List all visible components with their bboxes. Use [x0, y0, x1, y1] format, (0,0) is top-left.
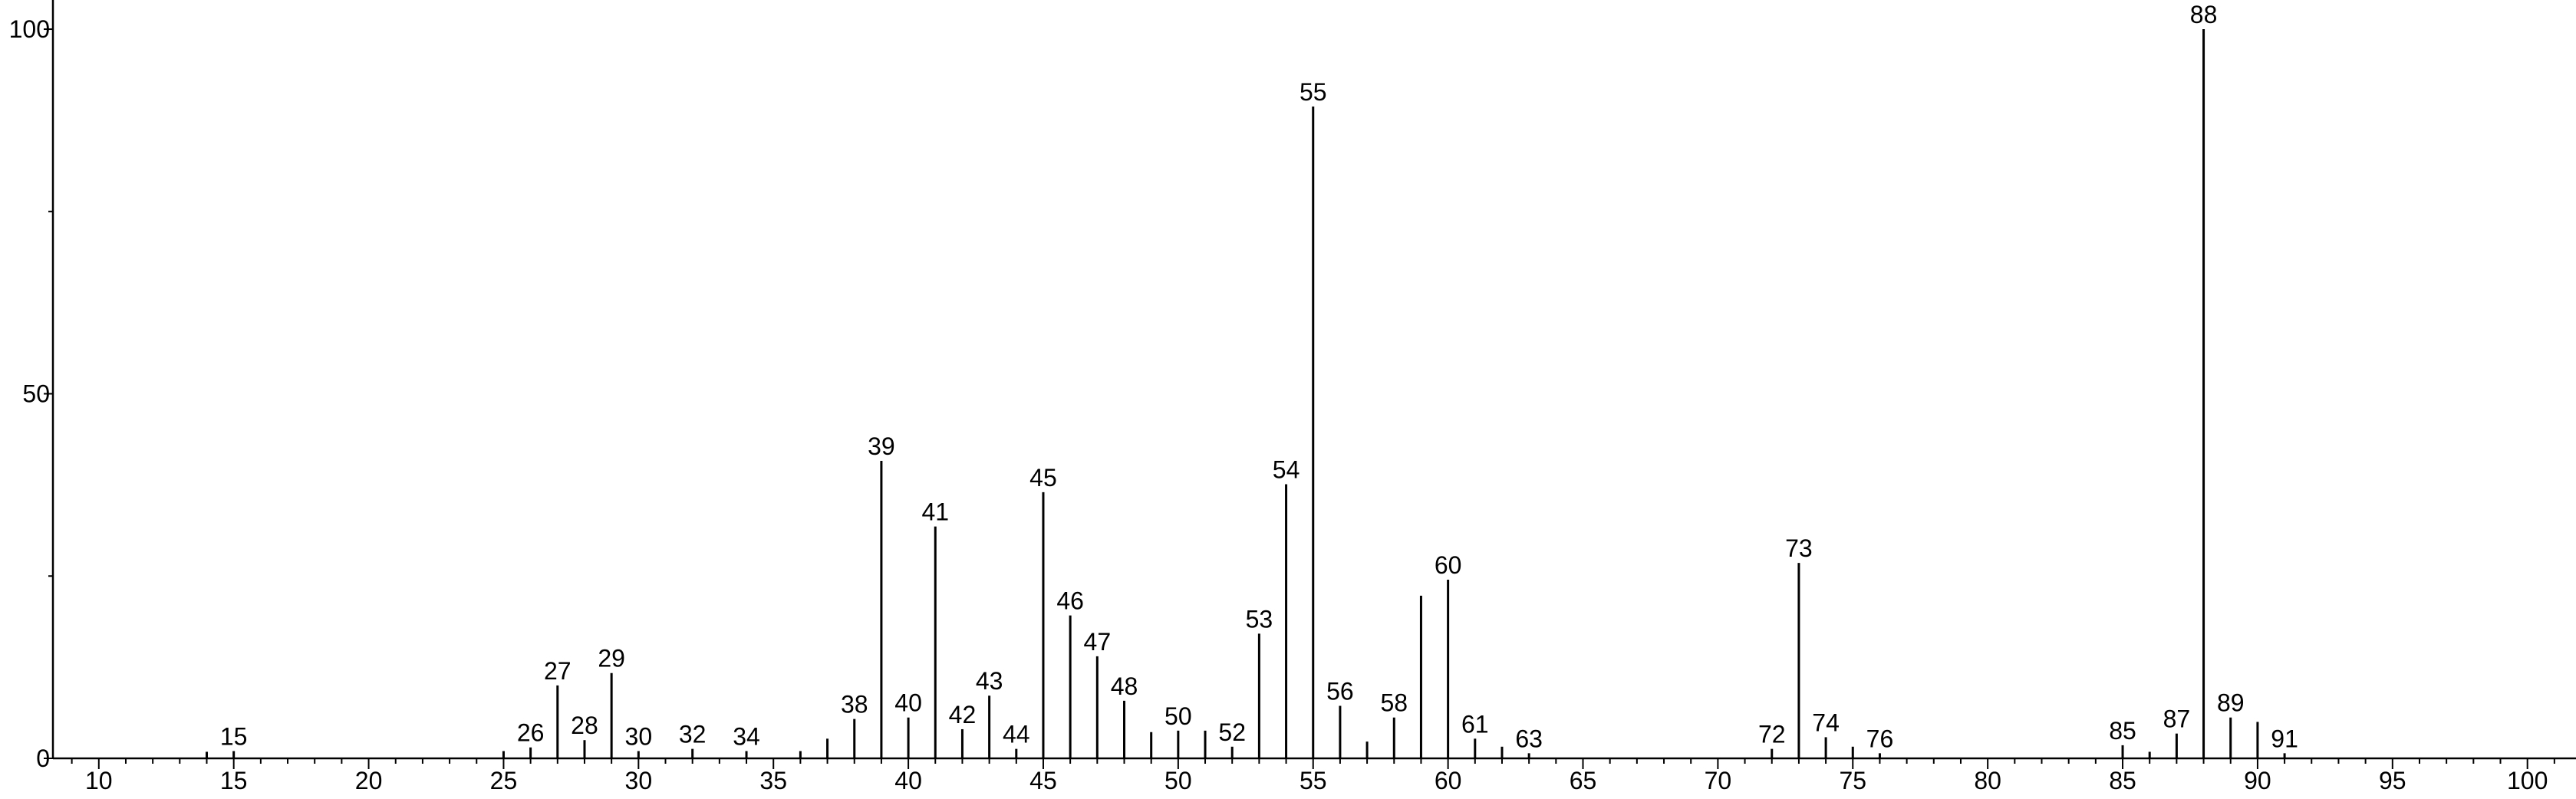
y-tick-label: 50 [22, 380, 50, 408]
x-tick-label: 50 [1164, 767, 1192, 794]
peak-label: 42 [949, 701, 977, 728]
peak-label: 28 [571, 712, 598, 739]
peak-label: 46 [1056, 587, 1084, 615]
peak-label: 26 [517, 719, 545, 747]
peak-label: 40 [894, 689, 922, 717]
x-tick-label: 75 [1839, 767, 1866, 794]
peak-label: 73 [1785, 534, 1813, 562]
peak-label: 41 [921, 498, 949, 526]
peak-label: 76 [1866, 725, 1894, 752]
peak-label: 50 [1164, 702, 1192, 730]
x-tick-label: 35 [759, 767, 787, 794]
peak-label: 38 [841, 691, 868, 718]
x-tick-label: 95 [2379, 767, 2406, 794]
x-tick-label: 20 [355, 767, 383, 794]
x-tick-label: 10 [85, 767, 113, 794]
y-tick-label: 100 [9, 15, 50, 43]
peak-label: 55 [1300, 78, 1327, 106]
peak-label: 52 [1218, 718, 1246, 746]
peak-label: 72 [1758, 721, 1786, 748]
peak-label: 44 [1003, 721, 1030, 748]
peak-label: 89 [2217, 689, 2245, 717]
peak-label: 15 [220, 722, 248, 750]
x-tick-label: 65 [1570, 767, 1597, 794]
x-tick-label: 60 [1435, 767, 1462, 794]
peak-label: 74 [1812, 709, 1840, 736]
peak-label: 85 [2109, 717, 2136, 745]
x-tick-label: 15 [220, 767, 248, 794]
peak-label: 58 [1380, 689, 1408, 717]
peak-label: 56 [1326, 678, 1354, 705]
x-tick-label: 85 [2109, 767, 2136, 794]
x-tick-label: 45 [1029, 767, 1057, 794]
peak-label: 48 [1111, 672, 1138, 700]
y-tick-label: 0 [36, 745, 50, 772]
peak-label: 27 [544, 657, 572, 685]
peak-label: 32 [679, 721, 707, 748]
peak-label: 88 [2190, 1, 2218, 28]
peak-label: 39 [868, 432, 895, 460]
x-tick-label: 55 [1300, 767, 1327, 794]
peak-label: 43 [976, 667, 1003, 695]
peak-label: 54 [1273, 455, 1300, 483]
x-tick-label: 100 [2507, 767, 2548, 794]
peak-label: 30 [625, 722, 653, 750]
x-tick-label: 70 [1705, 767, 1732, 794]
peak-label: 61 [1461, 710, 1489, 738]
peak-label: 45 [1029, 464, 1057, 492]
peak-label: 91 [2271, 725, 2298, 752]
peak-label: 34 [733, 722, 760, 750]
x-tick-label: 30 [625, 767, 653, 794]
peak-label: 60 [1435, 551, 1462, 579]
peak-label: 29 [598, 645, 625, 672]
peak-label: 87 [2163, 705, 2191, 733]
peak-label: 47 [1084, 628, 1112, 656]
peak-label: 53 [1246, 605, 1273, 633]
x-tick-label: 90 [2244, 767, 2271, 794]
x-tick-label: 40 [894, 767, 922, 794]
x-tick-label: 25 [490, 767, 518, 794]
peak-label: 63 [1515, 725, 1543, 752]
x-tick-label: 80 [1974, 767, 2001, 794]
